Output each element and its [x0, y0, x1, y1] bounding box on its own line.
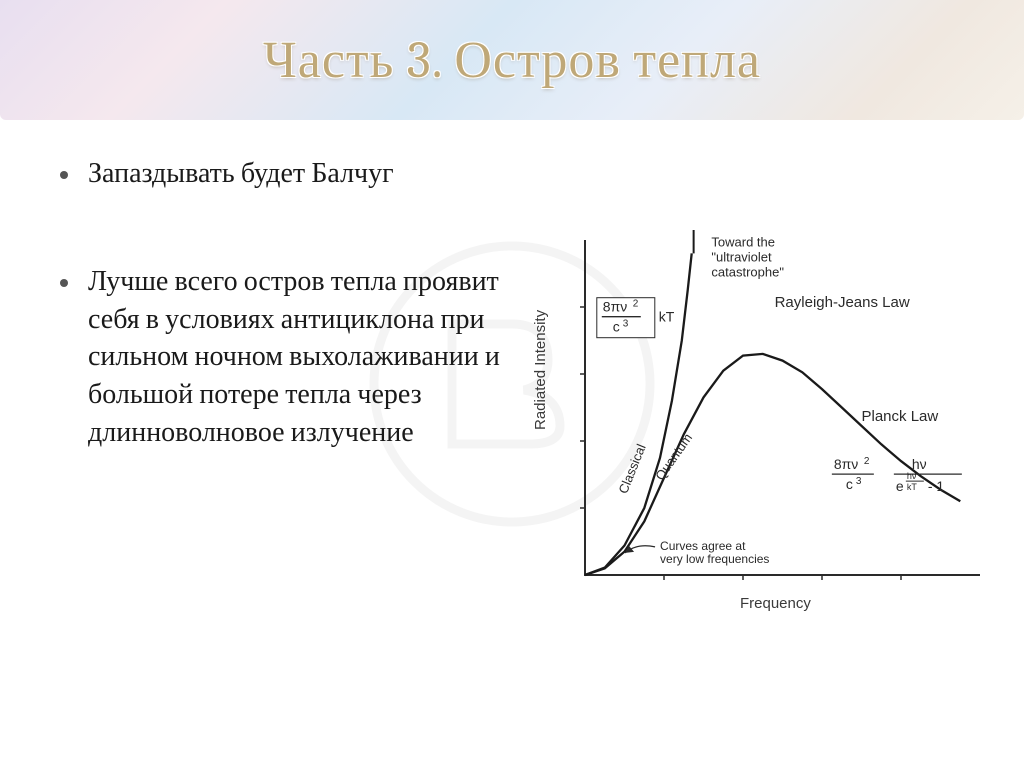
svg-text:very low frequencies: very low frequencies	[660, 552, 769, 566]
list-item: Запаздывать будет Балчуг	[60, 155, 520, 193]
svg-text:c: c	[613, 319, 620, 335]
svg-text:Quantum: Quantum	[652, 431, 695, 483]
bullet-icon	[60, 171, 68, 179]
svg-text:2: 2	[864, 456, 870, 467]
svg-text:e: e	[896, 478, 904, 494]
header-band: Часть 3. Остров тепла	[0, 0, 1024, 120]
planck-chart: Radiated Intensity Frequency Toward the"…	[540, 230, 990, 630]
svg-text:3: 3	[623, 319, 629, 330]
page-title: Часть 3. Остров тепла	[263, 30, 761, 90]
svg-text:"ultraviolet: "ultraviolet	[711, 250, 772, 265]
svg-text:kT: kT	[907, 482, 918, 492]
bullet-text: Запаздывать будет Балчуг	[88, 155, 394, 193]
bullet-icon	[60, 279, 68, 287]
svg-text:8πν: 8πν	[603, 299, 627, 315]
y-axis-label: Radiated Intensity	[532, 310, 549, 430]
svg-text:catastrophe": catastrophe"	[711, 265, 784, 280]
svg-text:Rayleigh-Jeans Law: Rayleigh-Jeans Law	[775, 294, 910, 311]
svg-text:- 1: - 1	[928, 478, 945, 494]
svg-text:hν: hν	[912, 456, 927, 472]
svg-text:Curves agree at: Curves agree at	[660, 539, 746, 553]
slide: Часть 3. Остров тепла Запаздывать будет …	[0, 0, 1024, 767]
svg-text:Planck Law: Planck Law	[862, 408, 939, 425]
svg-text:kT: kT	[659, 309, 675, 325]
svg-text:Classical: Classical	[615, 442, 648, 496]
svg-text:Toward the: Toward the	[711, 235, 775, 250]
svg-text:hν: hν	[907, 471, 917, 481]
bullet-list: Запаздывать будет Балчуг Лучше всего ост…	[60, 155, 520, 522]
chart-svg: Toward the"ultravioletcatastrophe" Raylei…	[540, 230, 990, 630]
svg-text:3: 3	[856, 476, 862, 487]
bullet-text: Лучше всего остров тепла проявит себя в …	[88, 263, 520, 452]
x-axis-label: Frequency	[740, 595, 811, 612]
svg-text:c: c	[846, 476, 853, 492]
list-item: Лучше всего остров тепла проявит себя в …	[60, 263, 520, 452]
svg-text:2: 2	[633, 299, 639, 310]
svg-text:8πν: 8πν	[834, 456, 858, 472]
